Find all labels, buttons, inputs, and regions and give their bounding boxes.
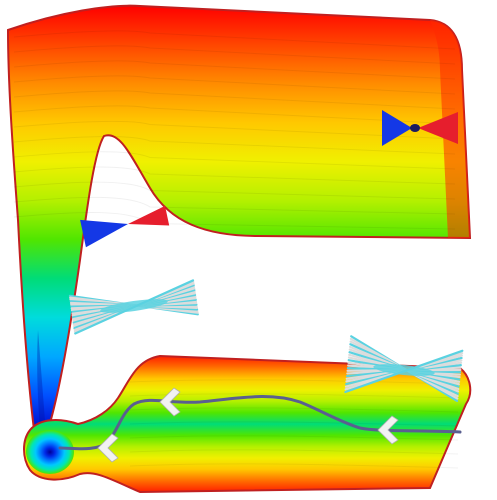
contour-line <box>129 407 459 413</box>
conformer-core <box>373 364 435 376</box>
contour-line <box>129 463 459 469</box>
valley-contours <box>129 379 459 469</box>
direction-chevrons <box>97 387 399 463</box>
cone-pair-right-red <box>418 112 458 144</box>
valley-surface <box>23 354 472 494</box>
cone-pair-left <box>80 205 170 248</box>
funnel-icon <box>37 330 46 432</box>
contour-line <box>13 60 456 80</box>
direction-chevron-icon <box>159 387 181 417</box>
valley-channel-icon <box>23 354 472 494</box>
contour-line <box>13 75 456 95</box>
contour-line <box>129 393 459 399</box>
contour-line <box>13 45 456 65</box>
contour-line <box>129 435 459 441</box>
contour-line <box>13 90 456 110</box>
cone-pair-right <box>382 110 458 146</box>
upper-sheet-contours <box>13 30 456 230</box>
cone-pair-right-blue <box>382 110 412 146</box>
contour-line <box>129 379 459 385</box>
contour-line <box>13 120 456 140</box>
deep-minimum-pool <box>26 430 74 474</box>
conformer-bundle-left <box>68 279 199 335</box>
contour-line <box>13 136 456 155</box>
contour-line <box>13 166 456 185</box>
contour-line <box>129 421 459 427</box>
contour-line <box>129 449 459 455</box>
conformer-bundle-icon <box>68 279 464 403</box>
cone-pair-left-blue <box>80 219 128 248</box>
funnel-shadow <box>37 330 46 432</box>
cone-pair-right-waist <box>410 124 420 132</box>
contour-line <box>13 151 456 170</box>
direction-chevron-icon <box>377 415 399 445</box>
contour-line <box>13 105 456 125</box>
direction-chevron-icon <box>97 433 119 463</box>
conformer-core <box>100 299 168 313</box>
contour-line <box>13 196 456 215</box>
cone-pair-icon <box>80 110 458 248</box>
contour-line <box>13 181 456 200</box>
contour-line <box>13 30 456 50</box>
conformer-bundle-right <box>344 335 464 403</box>
cone-pair-left-red <box>128 205 170 226</box>
